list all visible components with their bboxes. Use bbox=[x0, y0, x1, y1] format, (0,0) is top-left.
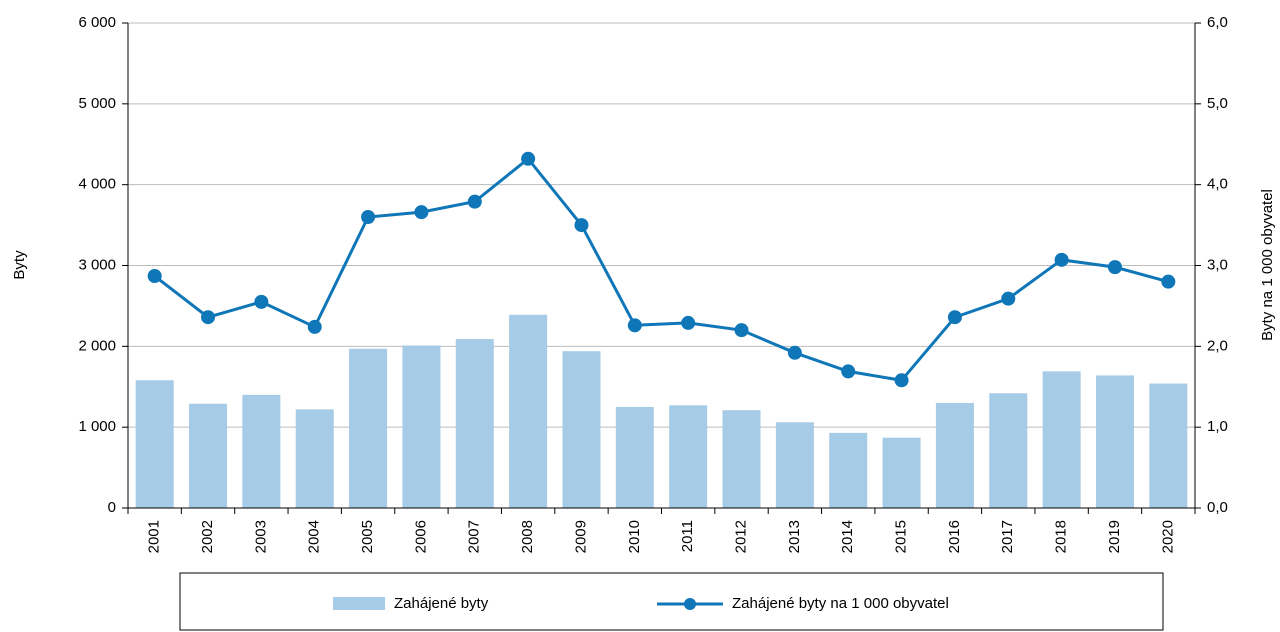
bar bbox=[509, 314, 548, 508]
y2-tick-label: 6,0 bbox=[1207, 14, 1228, 31]
x-tick-label: 2014 bbox=[839, 520, 856, 553]
y-tick-label: 5 000 bbox=[78, 95, 116, 112]
point bbox=[147, 269, 162, 284]
x-tick-label: 2016 bbox=[946, 520, 963, 553]
x-tick-label: 2012 bbox=[732, 520, 749, 553]
point bbox=[1161, 274, 1176, 289]
legend-swatch bbox=[684, 598, 696, 610]
legend-label: Zahájené byty bbox=[394, 595, 489, 612]
x-tick-label: 2020 bbox=[1159, 520, 1176, 553]
bar bbox=[1042, 371, 1081, 508]
bar bbox=[722, 410, 761, 508]
y2-tick-label: 4,0 bbox=[1207, 176, 1228, 193]
x-tick-label: 2010 bbox=[626, 520, 643, 553]
x-tick-label: 2017 bbox=[999, 520, 1016, 553]
bar bbox=[1095, 375, 1134, 508]
x-tick-label: 2018 bbox=[1053, 520, 1070, 553]
legend-box bbox=[179, 572, 1164, 631]
y-tick-label: 1 000 bbox=[78, 418, 116, 435]
point bbox=[734, 323, 749, 338]
bar bbox=[349, 348, 388, 508]
bar bbox=[829, 432, 868, 508]
y2-tick-label: 1,0 bbox=[1207, 418, 1228, 435]
bar bbox=[295, 409, 334, 508]
x-tick-label: 2008 bbox=[519, 520, 536, 553]
x-tick-label: 2002 bbox=[199, 520, 216, 553]
x-tick-label: 2013 bbox=[786, 520, 803, 553]
line bbox=[153, 156, 1169, 382]
legend-swatch bbox=[333, 597, 385, 610]
point bbox=[787, 345, 802, 360]
x-tick-label: 2007 bbox=[466, 520, 483, 553]
point bbox=[521, 151, 536, 166]
y-tick-label: 3 000 bbox=[78, 256, 116, 273]
bar bbox=[989, 393, 1028, 508]
x-tick-label: 2003 bbox=[252, 520, 269, 553]
x-tick-label: 2011 bbox=[679, 520, 696, 552]
point bbox=[1001, 291, 1016, 306]
y2-axis-title: Byty na 1 000 obyvatel bbox=[1259, 189, 1276, 341]
bar bbox=[882, 437, 921, 508]
y-tick-label: 6 000 bbox=[78, 14, 116, 31]
bar bbox=[562, 351, 601, 508]
point bbox=[574, 218, 589, 233]
point bbox=[467, 194, 482, 209]
x-tick-label: 2005 bbox=[359, 520, 376, 553]
y-tick-label: 0 bbox=[108, 499, 116, 516]
bar bbox=[455, 339, 494, 508]
point bbox=[254, 294, 269, 309]
y2-tick-label: 5,0 bbox=[1207, 95, 1228, 112]
point bbox=[1054, 252, 1069, 267]
x-tick-label: 2001 bbox=[146, 520, 163, 553]
x-tick-label: 2006 bbox=[412, 520, 429, 553]
point bbox=[627, 318, 642, 333]
y2-tick-label: 0,0 bbox=[1207, 499, 1228, 516]
x-tick-label: 2015 bbox=[893, 520, 910, 553]
point bbox=[894, 373, 909, 388]
bar bbox=[1149, 383, 1188, 508]
point bbox=[201, 310, 216, 325]
legend-label: Zahájené byty na 1 000 obyvatel bbox=[732, 595, 949, 612]
point bbox=[1107, 260, 1122, 275]
bar bbox=[402, 345, 441, 508]
y-axis-title: Byty bbox=[11, 250, 28, 280]
bar bbox=[669, 405, 708, 508]
point bbox=[361, 210, 376, 224]
bar bbox=[135, 380, 174, 508]
x-tick-label: 2019 bbox=[1106, 520, 1123, 553]
x-tick-label: 2004 bbox=[306, 520, 323, 553]
x-tick-label: 2009 bbox=[572, 520, 589, 553]
bar bbox=[242, 394, 281, 508]
y2-tick-label: 3,0 bbox=[1207, 256, 1228, 273]
bar bbox=[935, 402, 974, 508]
y-tick-label: 2 000 bbox=[78, 337, 116, 354]
bar bbox=[189, 403, 228, 508]
point bbox=[681, 315, 696, 330]
bar bbox=[775, 422, 814, 508]
point bbox=[947, 310, 962, 325]
point bbox=[414, 205, 429, 220]
y2-tick-label: 2,0 bbox=[1207, 337, 1228, 354]
bar bbox=[615, 406, 654, 508]
y-tick-label: 4 000 bbox=[78, 176, 116, 193]
point bbox=[307, 319, 322, 334]
point bbox=[841, 364, 856, 379]
